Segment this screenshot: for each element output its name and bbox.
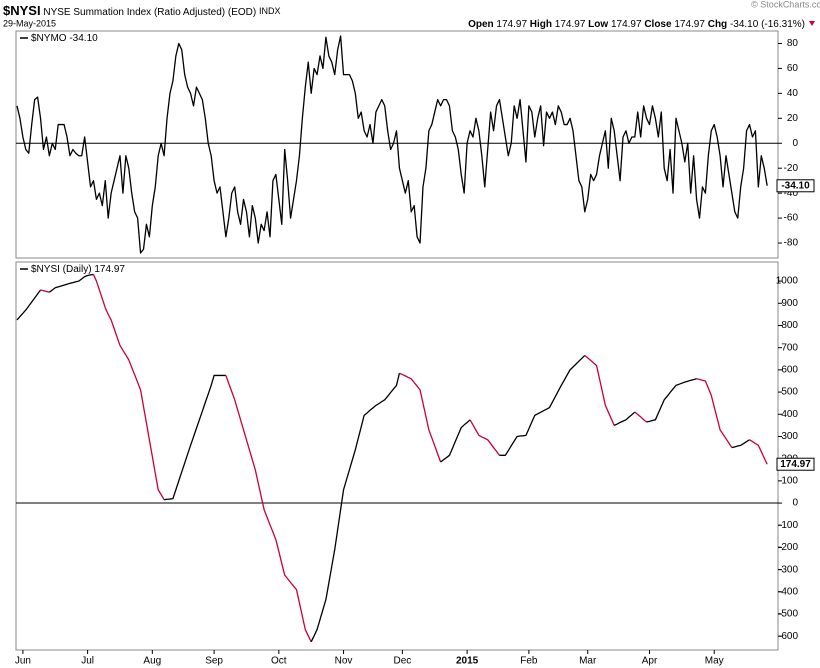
data-line [499,354,586,456]
x-tick-label: Nov [335,656,353,667]
y-tick-label: 0 [792,138,798,149]
y-tick-label: 900 [781,298,798,309]
last-value-box [776,457,815,471]
x-tick-label: Feb [520,656,538,667]
y-tick-label: 700 [781,342,798,353]
data-line [613,411,636,426]
data-line [399,372,442,463]
y-tick-label: -200 [778,542,798,553]
exchange: INDX [259,6,281,16]
x-tick-label: Oct [271,656,287,667]
y-tick-label: -60 [784,213,799,224]
data-line [16,35,768,254]
y-tick-label: -80 [784,238,799,249]
legend-value: -34.10 [69,33,98,44]
y-tick-label: 800 [781,320,798,331]
y-tick-label: -300 [778,564,798,575]
quote-label: Chg [708,19,727,30]
y-tick-label: -100 [778,520,798,531]
y-tick-label: 20 [787,113,799,124]
quote-label: High [530,19,552,30]
legend-name: $NYSI (Daily) [31,264,92,275]
x-tick-label: Aug [143,656,161,667]
y-tick-label: 0 [792,498,798,509]
data-line [696,378,733,448]
x-tick-label: Mar [579,656,597,667]
x-tick-label: Dec [393,656,411,667]
x-tick-label: Sep [205,656,223,667]
y-tick-label: 500 [781,387,798,398]
quote-value: -34.10 (-16.31%) [730,19,805,30]
last-value-box [776,179,815,193]
y-tick-label: 400 [781,409,798,420]
x-tick-label: May [705,656,724,667]
data-line [469,419,500,456]
x-tick-label: Jul [81,656,94,667]
legend-name: $NYMO [31,33,67,44]
chart-title: $NYSI NYSE Summation Index (Ratio Adjust… [3,3,281,18]
quote-value: 174.97 [611,19,642,30]
quote-value: 174.97 [555,19,586,30]
quote-label: Low [588,19,608,30]
last-value-label: 174.97 [780,459,811,470]
data-line [584,354,615,426]
data-line [225,375,312,643]
index-name: NYSE Summation Index (Ratio Adjusted) (E… [43,7,256,18]
symbol: $NYSI [3,3,41,18]
y-tick-label: -500 [778,609,798,620]
quote-label: Open [468,19,494,30]
data-line [48,273,94,293]
data-line [16,289,42,321]
quote-label: Close [644,19,672,30]
y-tick-label: 60 [787,63,799,74]
data-line [310,373,401,643]
legend-entry: $NYMO -34.10 [31,33,98,44]
data-line [163,374,226,501]
date: 29-May-2015 [3,18,56,28]
y-tick-label: 100 [781,476,798,487]
down-arrow [809,21,815,26]
data-line [40,289,50,293]
data-line [731,439,750,449]
data-line [440,419,471,463]
y-tick-label: -40 [784,188,799,199]
panel-frame [15,30,779,259]
y-tick-label: 40 [787,88,799,99]
y-tick-label: 300 [781,431,798,442]
y-tick-label: 600 [781,365,798,376]
quote: Open 174.97 High 174.97 Low 174.97 Close… [468,19,805,30]
panel-frame [15,261,779,651]
x-tick-label: Apr [642,656,658,667]
x-tick-label: Jun [15,656,31,667]
data-line [92,274,165,501]
y-tick-label: -400 [778,586,798,597]
y-tick-label: -20 [784,163,799,174]
data-line [646,378,697,423]
data-line [634,411,647,423]
x-tick-label: 2015 [456,656,479,667]
legend-entry: $NYSI (Daily) 174.97 [31,264,125,275]
quote-value: 174.97 [496,19,527,30]
watermark: © StockCharts.com [751,0,820,9]
data-line [749,439,768,465]
y-tick-label: -600 [778,631,798,642]
y-tick-label: 80 [787,38,799,49]
quote-value: 174.97 [674,19,705,30]
last-value-label: -34.10 [781,180,810,191]
legend-value: 174.97 [94,264,125,275]
y-tick-label: 1000 [776,276,799,287]
